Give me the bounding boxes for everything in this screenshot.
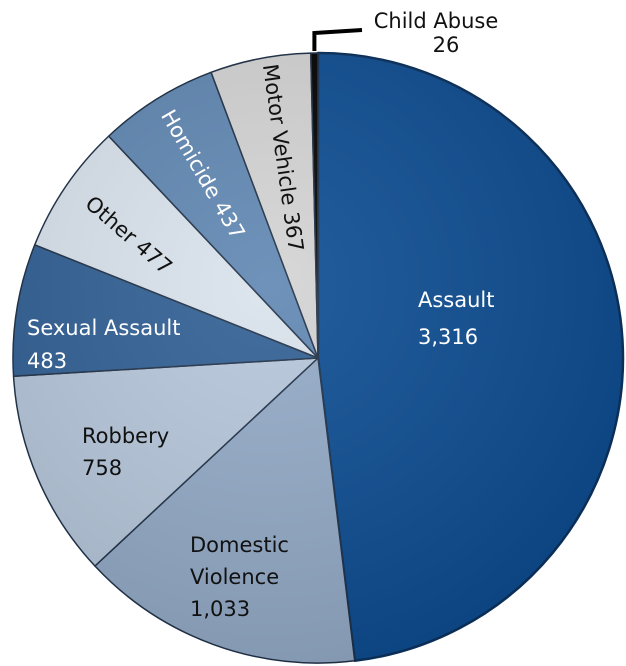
label-assault: Assault bbox=[418, 288, 495, 312]
value-sexual-assault: 483 bbox=[27, 349, 67, 373]
label-domestic-violence-line1: Domestic bbox=[190, 533, 289, 557]
label-domestic-violence-line2: Violence bbox=[190, 565, 279, 589]
slice-assault bbox=[316, 51, 625, 663]
value-domestic-violence: 1,033 bbox=[190, 597, 250, 621]
callout-line-child-abuse bbox=[312, 28, 363, 51]
value-robbery: 758 bbox=[82, 456, 122, 480]
value-child-abuse: 26 bbox=[433, 33, 460, 57]
label-sexual-assault: Sexual Assault bbox=[27, 316, 181, 340]
label-robbery: Robbery bbox=[82, 424, 169, 448]
value-assault: 3,316 bbox=[418, 325, 478, 349]
label-child-abuse: Child Abuse bbox=[374, 9, 499, 33]
